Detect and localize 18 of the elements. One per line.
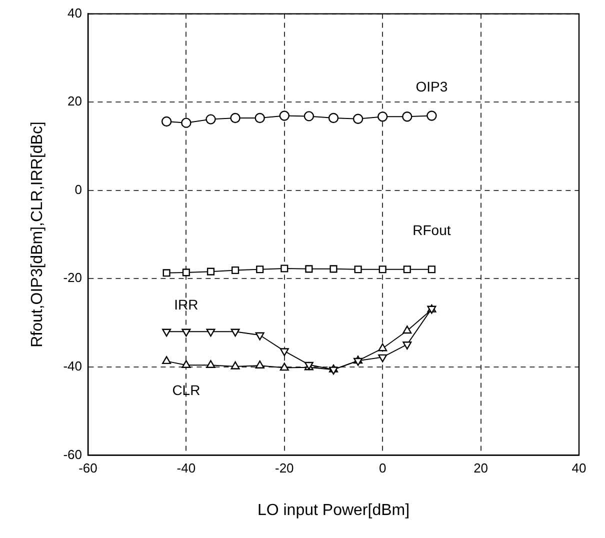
x-tick-label: -40 bbox=[176, 460, 196, 476]
y-axis-title: Rfout,OIP3[dBm],CLR,IRR[dBc] bbox=[29, 122, 46, 348]
x-axis-title: LO input Power[dBm] bbox=[257, 502, 410, 519]
y-tick-label: -60 bbox=[63, 446, 82, 462]
y-tick-label: 40 bbox=[68, 5, 82, 20]
series-label: OIP3 bbox=[416, 78, 448, 95]
series-label: IRR bbox=[174, 296, 198, 312]
x-tick-label: 40 bbox=[572, 460, 586, 476]
x-tick-label: -20 bbox=[274, 460, 294, 476]
y-tick-label: 20 bbox=[68, 94, 82, 109]
x-tick-label: 20 bbox=[474, 460, 488, 476]
x-tick-label: 0 bbox=[378, 460, 386, 476]
y-tick-label: -40 bbox=[63, 358, 82, 374]
y-tick-label: -20 bbox=[63, 270, 82, 286]
series-label: CLR bbox=[172, 382, 200, 398]
y-tick-label: 0 bbox=[74, 182, 82, 197]
text: RFout bbox=[412, 222, 451, 238]
x-tick-label: -60 bbox=[78, 460, 98, 476]
